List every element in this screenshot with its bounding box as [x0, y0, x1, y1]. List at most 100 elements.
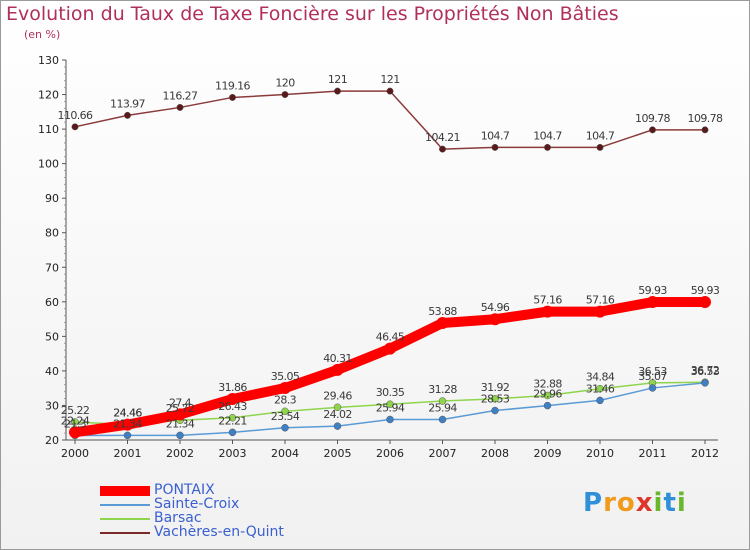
data-label-pontaix: 27.4 [169, 396, 192, 409]
data-point-vacheres-en-quint [701, 126, 709, 134]
data-label-barsac: 31.28 [428, 383, 457, 396]
legend-label-pontaix: PONTAIX [154, 482, 215, 498]
x-tick-label: 2009 [534, 447, 562, 460]
y-tick-label: 60 [45, 296, 59, 309]
data-point-barsac [228, 414, 237, 422]
data-label-pontaix: 57.16 [533, 294, 562, 307]
data-point-pontaix [69, 426, 81, 439]
data-label-pontaix: 57.16 [586, 294, 615, 307]
y-tick-label: 50 [45, 330, 59, 343]
data-label-sainte-croix: 25.94 [428, 401, 457, 414]
data-point-sainte-croix [438, 415, 447, 424]
data-label-pontaix: 59.93 [638, 284, 667, 297]
y-tick-label: 30 [45, 399, 59, 412]
legend-swatch-barsac [100, 518, 150, 520]
data-label-sainte-croix: 29.96 [533, 388, 562, 401]
data-point-barsac [71, 418, 79, 426]
chart-subtitle: (en %) [24, 28, 61, 41]
data-point-pontaix [121, 418, 134, 431]
data-point-sainte-croix [491, 406, 499, 415]
legend-item-vacheres-en-quint[interactable]: Vachères-en-Quint [100, 524, 360, 540]
x-tick-label: 2006 [376, 447, 404, 460]
data-point-barsac [543, 391, 552, 400]
data-point-vacheres-en-quint [596, 143, 604, 151]
data-point-pontaix [699, 296, 711, 309]
data-point-sainte-croix [333, 422, 342, 430]
data-point-sainte-croix [648, 384, 657, 392]
data-point-vacheres-en-quint [229, 93, 236, 101]
x-tick-label: 2002 [166, 447, 194, 460]
data-point-pontaix [541, 305, 554, 318]
y-tick-label: 130 [38, 54, 59, 67]
data-point-vacheres-en-quint [386, 87, 394, 95]
data-point-vacheres-en-quint [124, 111, 131, 119]
data-point-vacheres-en-quint [281, 91, 289, 98]
legend-swatch-sainte-croix [100, 504, 150, 506]
data-label-sainte-croix: 21.34 [166, 417, 195, 430]
data-label-sainte-croix: 35.07 [638, 370, 667, 383]
data-label-barsac: 36.72 [691, 364, 720, 377]
data-point-vacheres-en-quint [71, 123, 79, 131]
data-label-sainte-croix: 22.21 [218, 414, 247, 427]
data-label-vacheres-en-quint: 119.16 [215, 79, 250, 92]
data-label-barsac: 36.53 [638, 365, 667, 378]
legend-swatch-pontaix [100, 486, 150, 496]
data-point-vacheres-en-quint [439, 145, 446, 153]
data-label-barsac: 24.46 [113, 407, 142, 420]
data-point-pontaix [436, 316, 449, 329]
data-label-pontaix: 59.93 [691, 284, 720, 297]
data-point-sainte-croix [281, 424, 289, 432]
data-label-barsac: 25.72 [166, 402, 195, 415]
data-point-vacheres-en-quint [544, 143, 551, 151]
x-tick-label: 2010 [586, 447, 614, 460]
data-label-vacheres-en-quint: 109.78 [688, 112, 723, 125]
x-tick-label: 2005 [324, 447, 352, 460]
data-label-barsac: 30.35 [376, 386, 405, 399]
x-tick-label: 2001 [114, 447, 142, 460]
data-point-pontaix [174, 408, 186, 421]
data-point-sainte-croix [543, 401, 552, 410]
x-tick-label: 2000 [61, 447, 89, 460]
data-label-barsac: 26.43 [218, 400, 247, 413]
data-label-sainte-croix: 21.3 [64, 418, 87, 431]
legend-item-sainte-croix[interactable]: Sainte-Croix [100, 496, 360, 512]
data-label-vacheres-en-quint: 109.78 [635, 112, 670, 125]
data-label-vacheres-en-quint: 121 [380, 73, 399, 86]
legend-swatch-vacheres-en-quint [100, 532, 150, 534]
data-point-sainte-croix [701, 379, 709, 387]
data-label-pontaix: 22.24 [61, 414, 90, 427]
data-label-vacheres-en-quint: 104.7 [481, 129, 510, 142]
data-point-vacheres-en-quint [176, 103, 184, 111]
data-label-vacheres-en-quint: 121 [328, 73, 347, 86]
legend: PONTAIX Sainte-Croix Barsac Vachères-en-… [100, 482, 360, 540]
proxiti-logo: Proxiti [583, 488, 687, 518]
data-point-sainte-croix [596, 396, 604, 405]
x-tick-label: 2012 [691, 447, 719, 460]
chart-title: Evolution du Taux de Taxe Foncière sur l… [6, 3, 619, 25]
x-tick-label: 2011 [639, 447, 667, 460]
legend-label-sainte-croix: Sainte-Croix [154, 496, 240, 512]
data-label-sainte-croix: 31.46 [586, 382, 615, 395]
data-label-pontaix: 24.46 [113, 407, 142, 420]
data-point-vacheres-en-quint [649, 126, 656, 134]
data-label-barsac: 29.46 [323, 389, 352, 402]
data-label-pontaix: 31.86 [218, 381, 247, 394]
data-label-vacheres-en-quint: 104.7 [533, 129, 562, 142]
data-label-sainte-croix: 23.54 [271, 410, 300, 423]
data-label-sainte-croix: 25.94 [376, 401, 405, 414]
data-point-sainte-croix [386, 415, 394, 424]
data-label-pontaix: 35.05 [271, 370, 300, 383]
data-label-barsac: 25.22 [61, 404, 90, 417]
data-label-sainte-croix: 36.53 [691, 365, 720, 378]
data-point-pontaix [594, 305, 606, 318]
data-label-vacheres-en-quint: 110.66 [58, 109, 93, 122]
data-point-pontaix [331, 363, 344, 376]
data-point-barsac [596, 384, 604, 393]
y-tick-label: 40 [45, 365, 59, 378]
legend-item-barsac[interactable]: Barsac [100, 510, 360, 526]
x-tick-label: 2007 [429, 447, 457, 460]
legend-item-pontaix[interactable]: PONTAIX [100, 482, 360, 498]
data-point-pontaix [279, 382, 291, 395]
data-point-barsac [333, 403, 342, 412]
